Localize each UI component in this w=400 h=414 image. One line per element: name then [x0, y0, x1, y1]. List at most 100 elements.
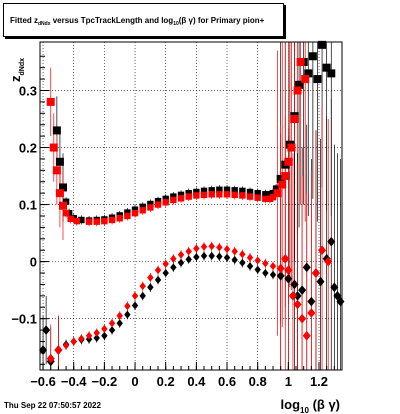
- data-point-diamond: [200, 242, 208, 251]
- data-point-square: [139, 203, 146, 211]
- y-tick-label: 0: [30, 255, 37, 270]
- data-point-diamond: [216, 252, 223, 261]
- data-point-square: [293, 86, 302, 95]
- data-point-diamond: [216, 243, 223, 252]
- data-point-diamond: [316, 276, 325, 287]
- data-point-diamond: [170, 254, 177, 263]
- data-point-diamond: [108, 319, 116, 328]
- data-point-diamond: [46, 353, 55, 364]
- y-tick-label: 0.2: [19, 141, 37, 156]
- x-tick-label: 1: [285, 374, 292, 389]
- data-point-square: [177, 195, 185, 202]
- data-point-square: [52, 166, 61, 175]
- data-point-diamond: [200, 251, 208, 260]
- x-tick-label: −0.4: [61, 374, 87, 389]
- data-point-square: [273, 189, 282, 198]
- data-point-diamond: [288, 291, 297, 301]
- data-point-diamond: [85, 331, 93, 340]
- tick-label-layer: −0.6 −0.4 −0.2 0 0.2 0.4 0.6 0.8 1 1.2 −0.1 0 0.1 0.2…: [11, 83, 328, 389]
- data-point-diamond: [307, 296, 316, 307]
- data-point-diamond: [239, 250, 246, 259]
- data-point-square: [67, 215, 74, 223]
- data-point-diamond: [330, 282, 339, 293]
- data-point-square: [276, 174, 285, 183]
- data-point-square: [290, 115, 299, 124]
- data-point-square: [124, 212, 131, 220]
- data-point-diamond: [318, 245, 327, 256]
- data-point-diamond: [246, 253, 254, 262]
- data-point-square: [177, 191, 185, 199]
- data-point-diamond: [147, 283, 154, 292]
- title-box: Fitted zdNdx versus TpcTrackLength and l…: [3, 3, 284, 37]
- data-point-square: [85, 218, 93, 225]
- data-point-square: [193, 192, 200, 199]
- data-point-square: [239, 187, 246, 195]
- data-point-square: [55, 157, 64, 166]
- data-point-square: [239, 192, 246, 199]
- data-point-diamond: [70, 337, 77, 346]
- data-point-diamond: [93, 328, 100, 337]
- data-point-square: [313, 75, 322, 84]
- data-point-square: [170, 196, 177, 204]
- data-point-diamond: [42, 325, 51, 335]
- data-point-square: [46, 97, 55, 106]
- data-point-square: [200, 187, 208, 195]
- data-point-square: [301, 75, 310, 84]
- data-point-square: [208, 187, 215, 194]
- data-point-square: [208, 191, 215, 198]
- x-axis-label: log10 (β γ): [281, 397, 340, 414]
- data-point-diamond: [116, 311, 123, 320]
- footer-date: Thu Sep 22 07:50:57 2022: [4, 401, 101, 410]
- x-tick-label: −0.2: [92, 374, 118, 389]
- data-point-diamond: [170, 263, 177, 272]
- data-point-square: [139, 207, 146, 214]
- data-point-diamond: [116, 319, 123, 328]
- data-point-diamond: [293, 291, 302, 301]
- data-point-diamond: [302, 262, 311, 273]
- data-point-diamond: [324, 256, 333, 267]
- data-point-square: [58, 201, 67, 210]
- data-point-square: [246, 193, 254, 200]
- data-point-square: [223, 186, 231, 193]
- x-tick-label: 1.2: [310, 374, 328, 389]
- data-point-square: [93, 218, 100, 225]
- data-point-square: [147, 200, 154, 208]
- data-point-square: [193, 188, 200, 196]
- data-point-square: [58, 183, 67, 192]
- y-axis-label: zdNdx: [8, 58, 26, 82]
- data-point-square: [216, 186, 223, 193]
- title-sub1: dNdx: [38, 21, 51, 27]
- y-tick-label: 0.3: [19, 83, 37, 98]
- data-point-diamond: [93, 334, 100, 343]
- data-point-square: [304, 69, 313, 78]
- data-point-diamond: [131, 301, 139, 310]
- data-point-diamond: [293, 299, 302, 310]
- data-point-diamond: [269, 262, 277, 271]
- data-point-diamond: [62, 341, 70, 350]
- title-middle: versus TpcTrackLength and log: [50, 16, 174, 25]
- data-point-diamond: [54, 345, 63, 355]
- data-point-square: [124, 209, 131, 216]
- data-point-diamond: [185, 255, 192, 264]
- data-point-square: [322, 63, 331, 72]
- data-point-square: [262, 191, 269, 198]
- data-point-square: [278, 180, 287, 189]
- data-point-square: [231, 187, 238, 194]
- data-point-diamond: [223, 245, 231, 254]
- data-point-diamond: [290, 279, 299, 290]
- data-point-diamond: [262, 269, 269, 278]
- x-tick-label: 0.4: [187, 374, 206, 389]
- title-suffix: (β γ) for Primary pion+: [178, 16, 265, 25]
- data-point-diamond: [177, 250, 185, 259]
- data-point-diamond: [311, 268, 320, 278]
- title-sub2: 10: [173, 21, 179, 27]
- data-point-square: [185, 189, 192, 197]
- data-point-diamond: [231, 255, 238, 264]
- data-point-square: [262, 195, 269, 203]
- data-point-square: [154, 201, 162, 208]
- data-point-diamond: [162, 269, 169, 278]
- data-point-square: [272, 185, 280, 192]
- data-point-square: [281, 172, 290, 181]
- data-point-square: [162, 199, 169, 206]
